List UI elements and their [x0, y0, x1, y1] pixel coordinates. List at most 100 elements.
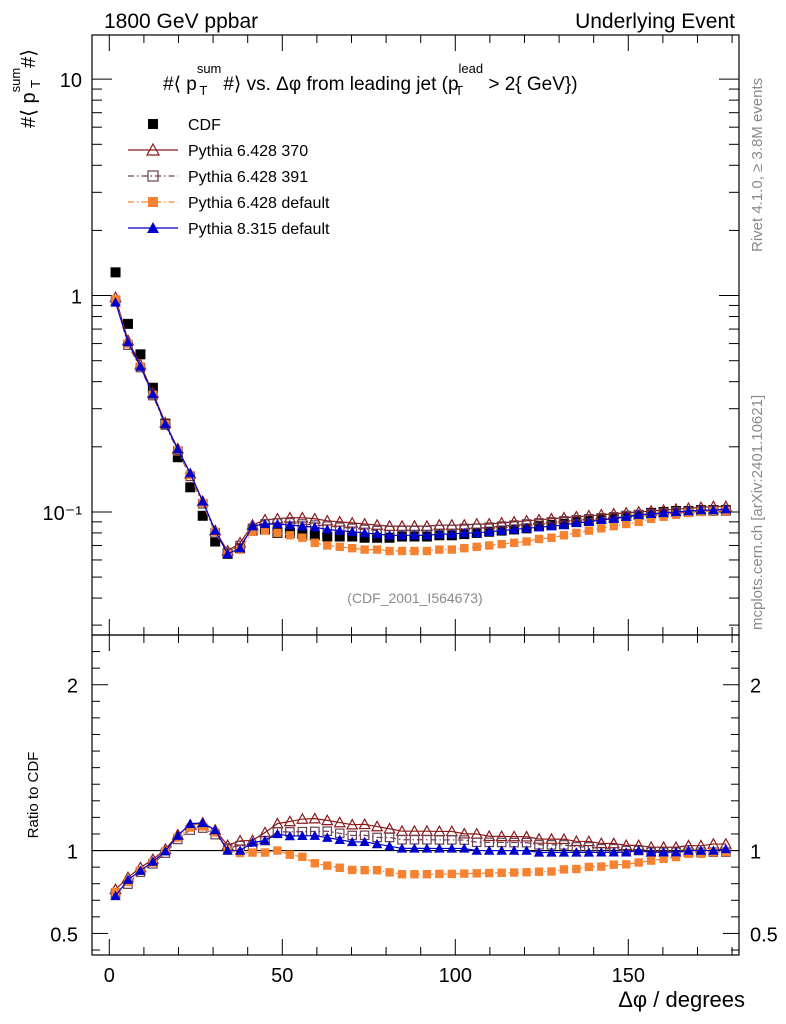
data-point — [484, 541, 494, 550]
data-point — [397, 546, 407, 556]
data-point — [172, 452, 183, 463]
ratio-y-tick-label: 1 — [67, 842, 78, 864]
data-point — [259, 518, 271, 529]
ratio-point — [509, 868, 519, 877]
ratio-point — [609, 860, 618, 869]
data-point — [273, 528, 282, 538]
ratio-point — [222, 845, 233, 855]
ratio-point — [360, 865, 369, 875]
data-point — [446, 528, 458, 539]
series-layer — [109, 267, 733, 559]
x-tick-label: 150 — [612, 965, 645, 987]
data-point — [185, 468, 196, 478]
ratio-point — [633, 845, 644, 855]
ratio-point — [273, 846, 282, 855]
ratio-point — [310, 859, 320, 868]
title-part: #⟩ vs. Δφ from leading jet (p — [223, 74, 458, 95]
data-point — [695, 504, 707, 515]
ratio-point — [584, 862, 594, 872]
ratio-point — [547, 867, 556, 876]
ratio-line — [115, 827, 726, 894]
ratio-point — [708, 845, 719, 855]
data-point — [533, 522, 545, 532]
data-point — [310, 538, 320, 548]
legend-marker — [147, 222, 159, 233]
ratio-point — [460, 869, 469, 878]
data-point — [670, 506, 682, 517]
data-point — [122, 318, 133, 329]
ratio-point — [284, 830, 296, 841]
x-tick-label: 0 — [104, 965, 115, 987]
data-point — [272, 518, 283, 529]
data-point — [572, 528, 581, 538]
ylabel-part: #⟨ p — [18, 92, 40, 128]
ratio-point — [446, 843, 458, 853]
ratio-point — [472, 869, 481, 878]
series-pythia-8-315-default — [110, 297, 732, 559]
ratio-point — [557, 832, 571, 845]
ratio-point — [160, 845, 171, 856]
ratio-point — [520, 830, 533, 842]
data-point — [633, 509, 644, 520]
data-point — [359, 532, 370, 543]
x-axis-label: Δφ / degrees — [618, 987, 745, 1012]
ratio-point — [396, 843, 408, 853]
data-point — [346, 526, 358, 536]
ratio-point — [334, 834, 345, 844]
data-point — [347, 531, 358, 542]
ratio-point — [608, 847, 619, 857]
ratio-point — [321, 813, 334, 826]
data-point — [608, 513, 619, 523]
data-point — [422, 546, 432, 556]
ratio-point — [695, 845, 707, 855]
data-point — [447, 545, 457, 554]
ratio-point — [260, 848, 270, 857]
data-point — [209, 525, 221, 535]
title-sub: T — [199, 83, 207, 98]
ratio-point — [646, 856, 656, 865]
y-tick-label: 10 — [60, 70, 82, 92]
data-point — [435, 545, 444, 554]
data-point — [596, 514, 607, 524]
data-point — [720, 503, 732, 514]
data-point — [409, 530, 420, 540]
ratio-point — [671, 852, 681, 862]
ratio-point — [259, 835, 271, 845]
title-sup: lead — [459, 61, 484, 76]
data-point — [122, 336, 134, 347]
ratio-point — [558, 847, 570, 857]
ratio-point — [507, 830, 521, 842]
ratio-y-tick-label: 0.5 — [50, 924, 78, 946]
data-point — [622, 519, 631, 529]
data-point — [471, 527, 482, 538]
ratio-point — [409, 843, 420, 853]
ratio-y-tick-label: 2 — [750, 676, 761, 698]
ratio-point — [483, 845, 495, 855]
ratio-point — [521, 845, 532, 855]
y-axis-label: #⟨ psum T #⟩ — [8, 49, 43, 128]
ratio-point — [372, 865, 382, 875]
ylabel-part: #⟩ — [18, 49, 40, 68]
ratio-point — [434, 843, 445, 853]
ratio-point — [670, 846, 682, 857]
ratio-line — [115, 825, 726, 893]
data-point — [385, 546, 394, 556]
ratio-point — [583, 847, 595, 857]
ylabel-sub: T — [28, 80, 43, 88]
data-point — [546, 520, 557, 531]
legend-marker — [148, 197, 158, 207]
ratio-point — [597, 862, 606, 871]
legend-label: Pythia 8.315 default — [188, 221, 330, 238]
data-point — [621, 511, 632, 521]
ratio-line — [115, 822, 726, 897]
data-point — [634, 517, 643, 527]
ratio-point — [658, 847, 669, 857]
data-point — [185, 482, 196, 493]
ratio-point — [522, 868, 531, 877]
ratio-point — [533, 847, 545, 857]
data-point — [571, 517, 582, 528]
ratio-point — [559, 865, 569, 874]
ratio-point — [247, 837, 258, 847]
legend-label: Pythia 6.428 391 — [188, 169, 308, 186]
ratio-point — [571, 847, 582, 857]
